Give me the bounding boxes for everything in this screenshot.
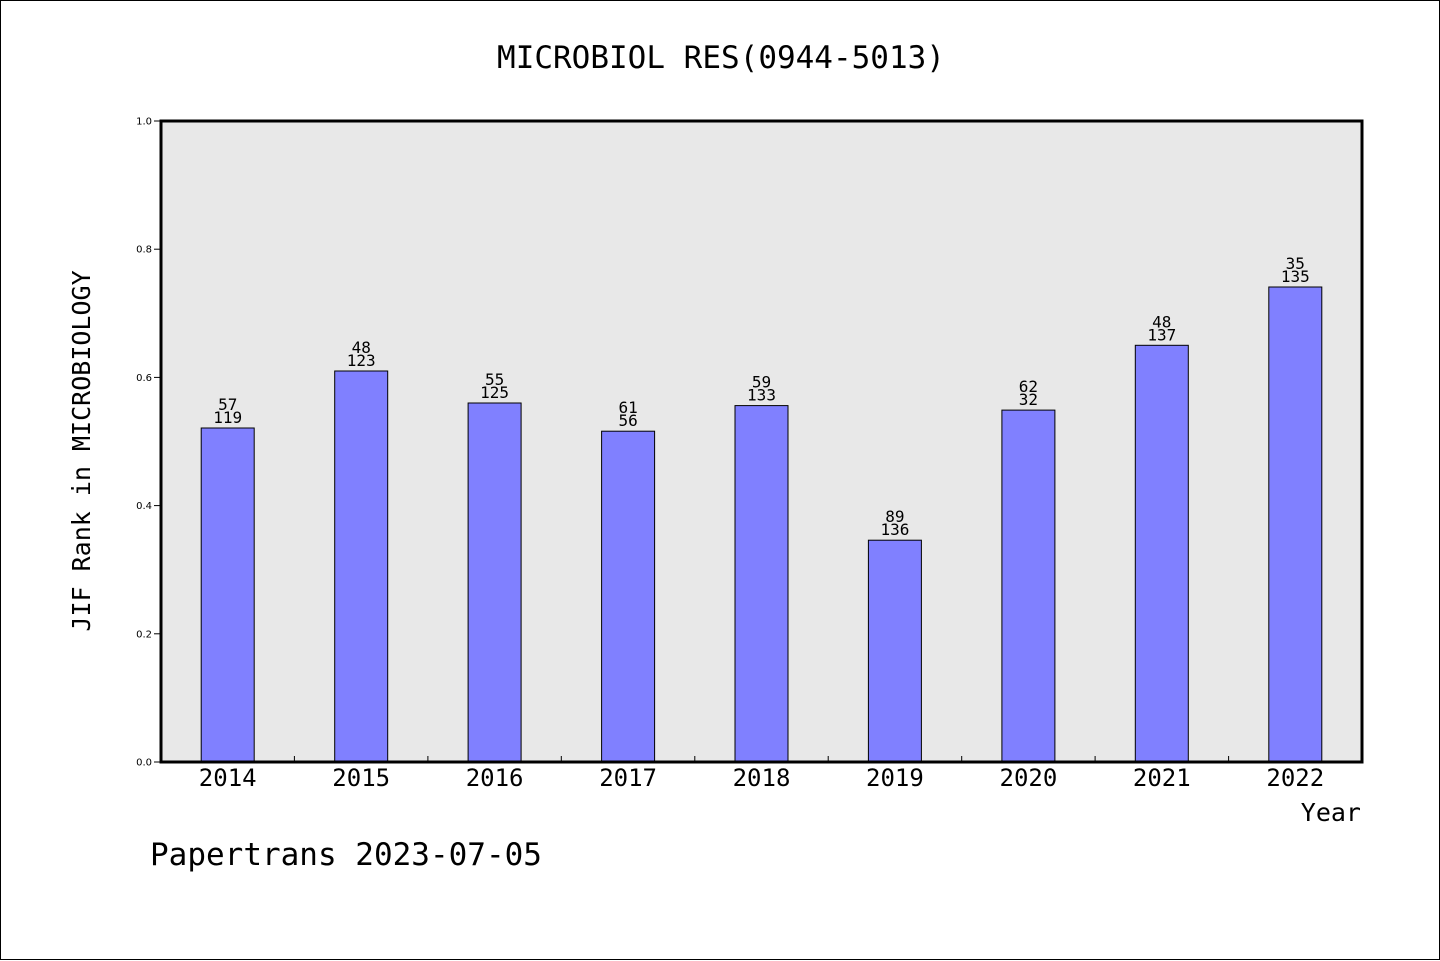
bar-total-label-2021: 137 [1147, 325, 1176, 344]
bar-total-label-2019: 136 [880, 520, 909, 539]
bar-rank-label-2014: 57 [218, 395, 237, 414]
bar-total-label-2014: 119 [213, 408, 242, 427]
ticks-group: 2014 2015 2016 2017 2018 2019 2020 2021 2022 0.0 0… [136, 117, 1324, 793]
bar-total-label-2018: 133 [747, 386, 776, 405]
x-tick-label-2019: 2019 [866, 764, 924, 792]
bar-rank-label-2017: 61 [618, 398, 637, 417]
bar-total-label-2022: 135 [1281, 267, 1310, 286]
y-tick-label: 0.8 [136, 245, 152, 256]
bar-2020 [1001, 409, 1056, 763]
y-tick-label: 0.0 [136, 758, 152, 769]
x-tick-label-2016: 2016 [466, 764, 524, 792]
x-axis-label: Year [1301, 798, 1361, 827]
x-tick-label-2015: 2015 [332, 764, 390, 792]
bar-rank-label-2019: 89 [885, 507, 904, 526]
bar-2014 [200, 427, 255, 763]
x-tick-label-2017: 2017 [599, 764, 657, 792]
bar-2019 [867, 539, 922, 763]
x-tick-label-2014: 2014 [199, 764, 257, 792]
bar-total-label-2015: 123 [347, 351, 376, 370]
bar-total-label-2020: 32 [1019, 390, 1038, 409]
y-tick-label: 0.4 [136, 501, 152, 512]
bar-total-label-2017: 56 [618, 411, 637, 430]
chart-title: MICROBIOL RES(0944-5013) [497, 40, 945, 76]
bar-rank-label-2016: 55 [485, 370, 504, 389]
bar-2018 [734, 405, 789, 763]
bar-2022 [1268, 286, 1323, 763]
bar-total-label-2016: 125 [480, 383, 509, 402]
x-tick-label-2021: 2021 [1133, 764, 1191, 792]
bar-2017 [601, 430, 656, 763]
y-tick-label: 0.6 [136, 373, 152, 384]
bar-rank-label-2022: 35 [1286, 254, 1305, 273]
bar-rank-label-2020: 62 [1019, 377, 1038, 396]
bar-2021 [1134, 344, 1189, 763]
y-tick-label: 0.2 [136, 629, 152, 640]
x-tick-label-2022: 2022 [1266, 764, 1324, 792]
bar-rank-label-2015: 48 [352, 338, 371, 357]
bar-2016 [467, 402, 522, 763]
footer-text: Papertrans 2023-07-05 [150, 837, 542, 873]
bar-labels-group: 5711948123551256156591338913662324813735… [213, 254, 1310, 539]
bars-group [200, 286, 1323, 763]
x-tick-label-2018: 2018 [733, 764, 791, 792]
bar-2015 [334, 370, 389, 763]
bar-rank-label-2021: 48 [1152, 312, 1171, 331]
plot-border [159, 119, 1364, 764]
y-axis-label: JIF Rank in MICROBIOLOGY [67, 270, 96, 631]
y-tick-label: 1.0 [136, 117, 152, 128]
bar-rank-label-2018: 59 [752, 373, 771, 392]
x-tick-label-2020: 2020 [1000, 764, 1058, 792]
